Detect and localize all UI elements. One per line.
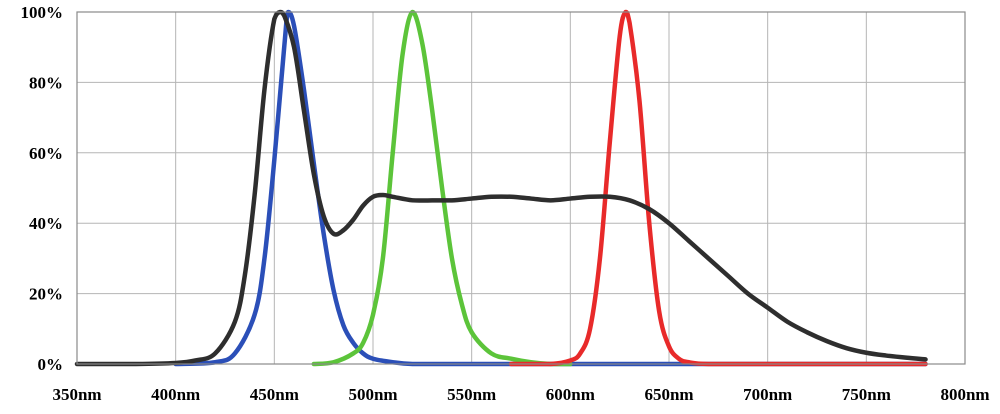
series-layer xyxy=(74,9,928,367)
series-line-1 xyxy=(173,9,928,367)
x-tick-label: 600nm xyxy=(546,385,595,404)
series-line-2 xyxy=(311,9,573,367)
y-tick-label: 80% xyxy=(29,73,63,92)
x-axis-tick-labels: 350nm 400nm 450nm 500nm 550nm 600nm 650nm 700nm… xyxy=(52,385,989,404)
x-tick-label: 700nm xyxy=(743,385,792,404)
x-tick-label: 650nm xyxy=(644,385,693,404)
y-axis-tick-labels: 0% 20% 40% 60% 80% 100% xyxy=(21,3,64,374)
plot-frame xyxy=(76,11,966,365)
y-tick-label: 0% xyxy=(38,355,64,374)
x-tick-label: 750nm xyxy=(842,385,891,404)
x-tick-label: 500nm xyxy=(348,385,397,404)
y-tick-label: 60% xyxy=(29,144,63,163)
x-tick-label: 350nm xyxy=(52,385,101,404)
x-tick-label: 400nm xyxy=(151,385,200,404)
y-tick-label: 100% xyxy=(21,3,64,22)
x-tick-label: 550nm xyxy=(447,385,496,404)
x-tick-label: 800nm xyxy=(940,385,989,404)
y-tick-label: 40% xyxy=(29,214,63,233)
series-line-4 xyxy=(74,9,928,367)
y-tick-label: 20% xyxy=(29,285,63,304)
x-tick-label: 450nm xyxy=(250,385,299,404)
grid xyxy=(77,12,965,364)
series-line-3 xyxy=(508,9,928,367)
